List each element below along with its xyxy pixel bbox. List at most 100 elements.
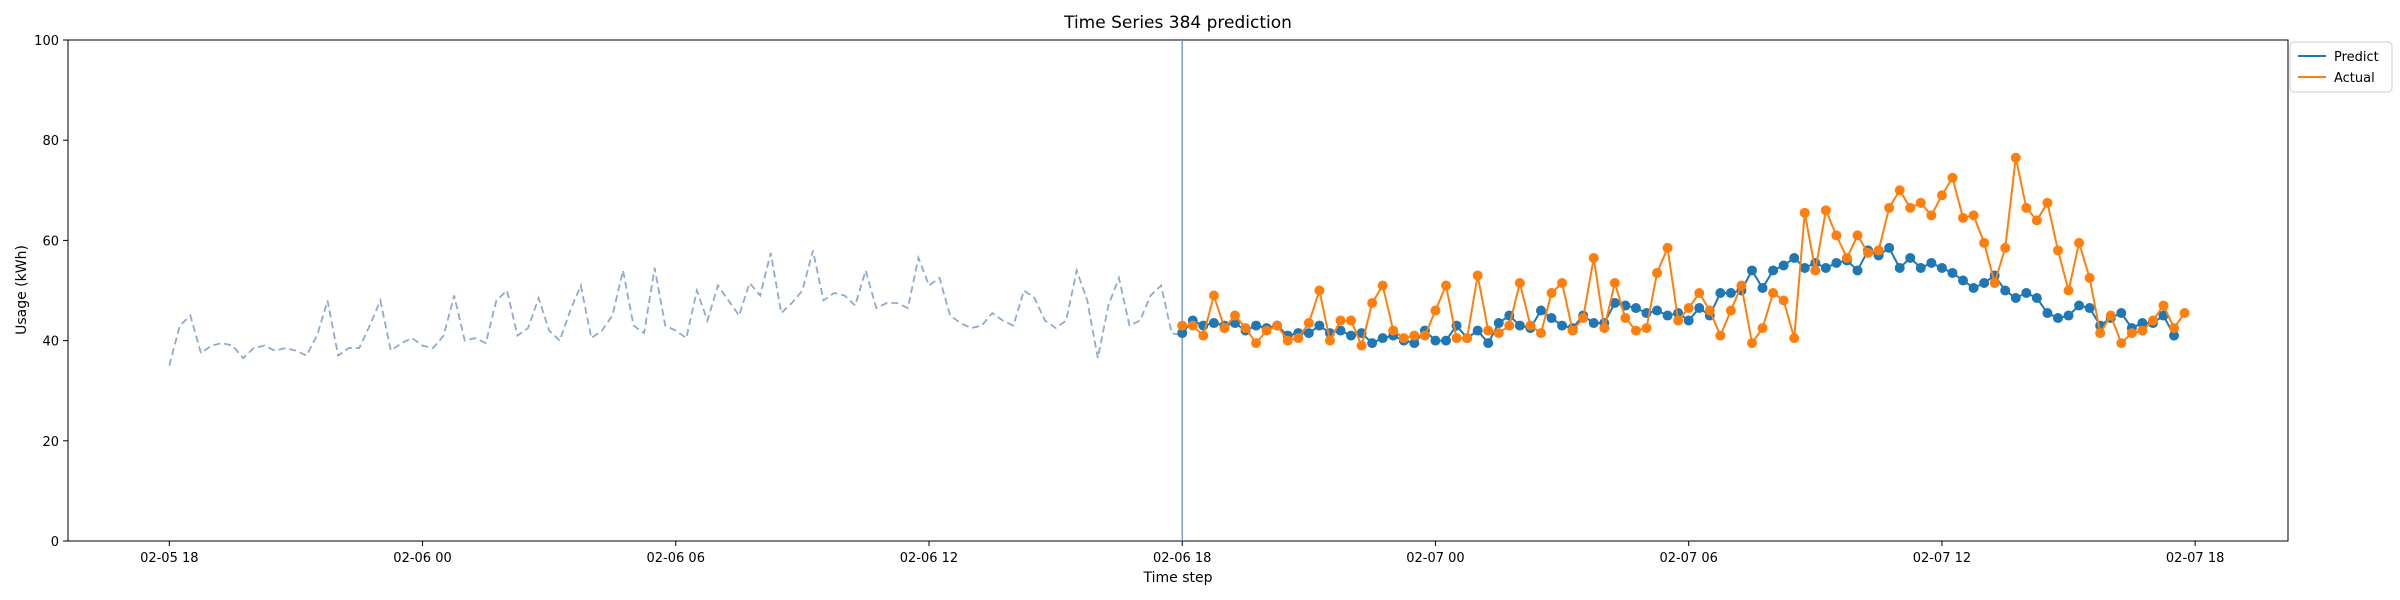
actual-point [1958,212,1969,223]
y-tick-label: 60 [42,234,59,249]
actual-point [1768,288,1779,298]
x-tick-label: 02-07 18 [2166,551,2224,566]
y-axis-label: Usage (kWh) [14,245,30,335]
predict-point [1757,283,1768,293]
predict-point [1377,333,1388,344]
actual-point [2063,285,2074,296]
predict-point [1768,265,1779,276]
actual-point [1789,333,1800,344]
predict-point [1557,320,1568,331]
predict-point [2074,300,2085,311]
actual-point [1725,305,1736,316]
actual-point [2031,215,2042,226]
predict-point [1472,325,1483,336]
predict-point [1346,330,1357,341]
actual-point [1820,205,1831,216]
predict-point [1588,318,1599,329]
y-tick-label: 20 [42,435,59,450]
legend: Predict Actual [2289,41,2393,93]
predict-point [1936,262,1947,273]
actual-point [2179,308,2190,319]
actual-point [2095,328,2106,339]
legend-box [2289,41,2393,93]
x-tick-label: 02-07 06 [1659,551,1717,566]
actual-point [1535,328,1546,339]
predict-point [1630,303,1641,314]
actual-point [1704,305,1715,316]
predict-point [1208,318,1219,329]
actual-point [1441,280,1451,291]
predict-point [1831,257,1842,268]
actual-point [1409,330,1420,341]
predict-point [1915,262,1926,273]
predict-point [1884,242,1895,253]
actual-point [2116,338,2127,349]
y-tick-label: 80 [42,134,59,149]
actual-point [1493,328,1504,339]
actual-point [1430,305,1441,316]
predict-point [2021,288,2032,298]
y-tick-label: 40 [42,335,59,350]
predict-point [1926,257,1937,268]
actual-point [1778,295,1789,306]
actual-point [1894,185,1905,196]
actual-point [1451,333,1462,344]
actual-point [1557,277,1568,288]
actual-point [1388,325,1399,336]
predict-point [2010,293,2021,304]
predict-point [1715,288,1726,298]
predict-point [2000,285,2011,296]
actual-point [1229,310,1240,321]
predict-point [1905,252,1916,263]
actual-point [1356,340,1367,351]
actual-point [1799,207,1810,218]
actual-point [2074,237,2085,248]
actual-point [1673,315,1684,326]
actual-point [1514,277,1525,288]
x-tick-label: 02-07 00 [1406,551,1464,566]
predict-point [2116,308,2127,319]
predict-point [1979,277,1990,288]
actual-point [1599,323,1610,334]
predict-point [1367,338,1378,349]
actual-point [1715,330,1726,341]
predict-point [1303,328,1314,339]
actual-point [2147,315,2158,326]
predict-point [1335,325,1346,336]
x-axis: 02-05 18 02-06 00 02-06 06 02-06 12 02-06 18… [140,541,2224,566]
actual-point [1757,323,1768,334]
predict-point [1746,265,1757,276]
actual-point [1504,320,1515,331]
x-axis-label: Time step [1143,570,1213,586]
predict-point [2031,293,2042,304]
predict-point [1609,298,1620,309]
y-tick-label: 100 [34,34,59,49]
predict-point [1673,308,1684,319]
actual-point [2042,197,2053,208]
actual-point [2084,272,2095,283]
predict-point [1514,320,1525,331]
predict-point [1968,283,1979,293]
actual-point [2169,323,2180,334]
plot-area [67,39,2289,542]
chart-title: Time Series 384 prediction [1063,13,1292,33]
actual-point [1546,288,1557,298]
x-tick-label: 02-06 18 [1153,551,1211,566]
actual-point [1810,265,1821,276]
predict-point [1652,305,1663,316]
actual-point [1377,280,1388,291]
actual-point [1620,313,1631,324]
predict-point [2052,313,2063,324]
predict-point [1947,267,1958,278]
actual-point [1367,298,1378,309]
actual-point [1694,288,1705,298]
actual-point [1293,333,1304,344]
actual-point [1314,285,1325,296]
actual-point [1863,247,1874,258]
predict-point [1778,260,1789,271]
predict-point [1177,328,1188,339]
actual-point [1261,325,1272,336]
actual-point [1736,280,1747,291]
actual-point [2158,300,2169,311]
x-tick-label: 02-07 12 [1913,551,1971,566]
